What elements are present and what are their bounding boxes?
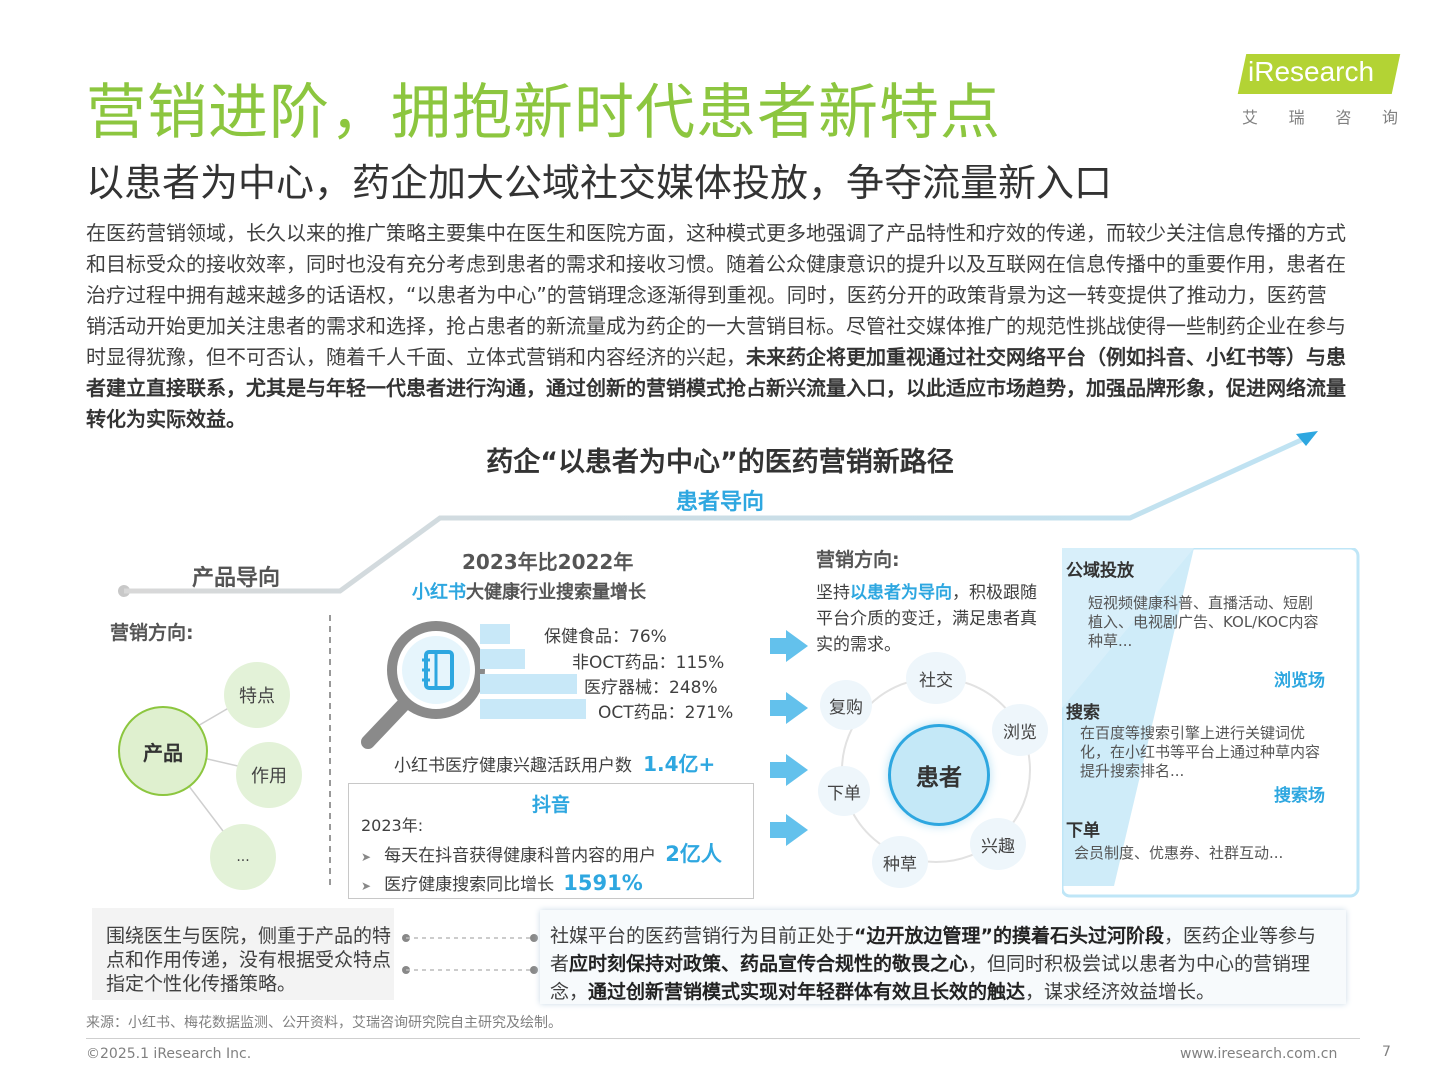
xhs-brand: 小红书 — [412, 582, 466, 603]
summary-text: ，但同时积极尝试以患者为中心的营销理念， — [550, 953, 1311, 1003]
growth-bar-label: 医疗器械：248% — [584, 678, 718, 698]
panel-section-text: 在百度等搜索引擎上进行关键词优化，在小红书等平台上通过种草内容提升搜索排名... — [1080, 724, 1321, 780]
douyin-item: ➤ 医疗健康搜索同比增长 1591% — [361, 870, 643, 895]
magnifier-icon — [361, 621, 485, 749]
triangle-bullet-icon: ➤ — [361, 850, 372, 864]
page-subtitle: 以患者为中心，药企加大公域社交媒体投放，争夺流量新入口 — [86, 161, 1113, 205]
intro-normal: 在医药营销领域，长久以来的推广策略主要集中在医生和医院方面，这种模式更多地强调了… — [86, 221, 1346, 369]
panel-section-title: 搜索 — [1066, 703, 1100, 723]
order-node: 下单 — [818, 766, 870, 816]
more-node: ... — [210, 824, 276, 890]
summary-text: 社媒平台的医药营销行为目前正处于 — [550, 925, 855, 947]
intro-paragraph: 在医药营销领域，长久以来的推广策略主要集中在医生和医院方面，这种模式更多地强调了… — [86, 218, 1346, 435]
page-number: 7 — [1382, 1044, 1391, 1060]
summary-text: ，医药企业等参与者 — [550, 925, 1317, 975]
douyin-item-label: 每天在抖音获得健康科普内容的用户 — [384, 846, 657, 866]
interest-node: 兴趣 — [970, 818, 1026, 870]
intro-bold: 未来药企将更加重视通过社交网络平台（例如抖音、小红书等）与患者建立直接联系，尤其… — [86, 345, 1346, 431]
logo-cn-char: 艾 — [1242, 108, 1259, 127]
panel-section-text: 会员制度、优惠券、社群互动... — [1074, 844, 1284, 862]
growth-bar-label: OCT药品：271% — [598, 703, 734, 723]
panel-section-text: 短视频健康科普、直播活动、短剧植入、电视剧广告、KOL/KOC内容种草... — [1088, 594, 1319, 650]
repurchase-node: 复购 — [820, 680, 872, 730]
funnel-shape — [1062, 548, 1360, 898]
douyin-item-value: 2亿人 — [665, 842, 722, 866]
feature-node: 特点 — [224, 662, 290, 728]
growth-bar — [480, 624, 510, 644]
right-marketing-direction: 营销方向: — [816, 549, 900, 571]
growth-bar — [480, 699, 586, 719]
logo-text: iResearch — [1248, 56, 1375, 87]
copyright: ©2025.1 iResearch Inc. — [86, 1046, 252, 1062]
effect-node: 作用 — [236, 742, 302, 808]
product-node: 产品 — [118, 706, 208, 796]
douyin-year: 2023年: — [361, 816, 424, 835]
right-direction-desc: 坚持以患者为导向，积极跟随平台介质的变迁，满足患者真实的需求。 — [816, 580, 1038, 658]
product-oriented-summary: 围绕医生与医院，侧重于产品的特点和作用传递，没有根据受众特点指定个性化传播策略。 — [92, 908, 394, 1000]
browse-node: 浏览 — [992, 704, 1048, 756]
footer-divider — [86, 1038, 1360, 1039]
logo-cn-char: 咨 — [1335, 108, 1352, 127]
browse-field-tag: 浏览场 — [1274, 671, 1325, 691]
summary-bold: “边开放边管理”的摸着石头过河阶段 — [854, 925, 1164, 947]
panel-section-title: 下单 — [1066, 821, 1100, 841]
xhs-users-label: 小红书医疗健康兴趣活跃用户数 — [394, 756, 632, 776]
xhs-chart-title: 小红书大健康行业搜索量增长 — [412, 578, 646, 604]
seed-node: 种草 — [872, 836, 928, 888]
logo-cn-char: 瑞 — [1288, 108, 1305, 127]
social-node: 社交 — [906, 652, 966, 704]
iresearch-logo: iResearch 艾 瑞 咨 询 — [1237, 46, 1401, 128]
desc-highlight: 以患者为导向 — [850, 583, 952, 603]
summary-bold: 通过创新营销模式实现对年轻群体有效且长效的触达 — [588, 981, 1026, 1003]
xhs-title-rest: 大健康行业搜索量增长 — [466, 582, 646, 603]
xhs-users-value: 1.4亿+ — [643, 752, 716, 776]
panel-section-title: 公域投放 — [1066, 561, 1134, 581]
growth-bar-label: 保健食品：76% — [544, 627, 667, 647]
page-title: 营销进阶，拥抱新时代患者新特点 — [86, 78, 1001, 148]
growth-bar-label: 非OCT药品：115% — [572, 653, 725, 673]
desc-post: ，积极跟随平台介质的变迁，满足患者真实的需求。 — [816, 583, 1037, 655]
left-marketing-direction: 营销方向: — [110, 622, 194, 644]
summary-text: ，谋求经济效益增长。 — [1025, 981, 1216, 1003]
website-link[interactable]: www.iresearch.com.cn — [1180, 1046, 1338, 1062]
growth-bar — [480, 674, 577, 694]
source-note: 来源：小红书、梅花数据监测、公开资料，艾瑞咨询研究院自主研究及绘制。 — [86, 1015, 562, 1031]
desc-pre: 坚持 — [816, 583, 850, 603]
patient-orientation-label: 患者导向 — [675, 490, 764, 515]
search-field-tag: 搜索场 — [1274, 786, 1325, 806]
patient-oriented-summary: 社媒平台的医药营销行为目前正处于“边开放边管理”的摸着石头过河阶段，医药企业等参… — [540, 910, 1346, 1004]
patient-node: 患者 — [888, 724, 990, 826]
growth-bar — [480, 649, 525, 669]
summary-bold: 应时刻保持对政策、药品宣传合规性的敬畏之心 — [569, 953, 969, 975]
logo-cn-char: 询 — [1381, 108, 1398, 127]
product-orientation-label: 产品导向 — [192, 566, 281, 591]
douyin-item: ➤ 每天在抖音获得健康科普内容的用户 2亿人 — [361, 838, 722, 868]
douyin-item-label: 医疗健康搜索同比增长 — [384, 875, 555, 895]
douyin-item-value: 1591% — [563, 871, 643, 895]
douyin-title: 抖音 — [531, 794, 570, 816]
triangle-bullet-icon: ➤ — [361, 879, 372, 893]
channel-panel: 公域投放 短视频健康科普、直播活动、短剧植入、电视剧广告、KOL/KOC内容种草… — [1062, 548, 1360, 898]
diagram-title: 药企“以患者为中心”的医药营销新路径 — [486, 447, 954, 478]
douyin-box: 抖音 2023年: ➤ 每天在抖音获得健康科普内容的用户 2亿人 ➤ 医疗健康搜… — [348, 783, 754, 899]
xhs-users-line: 小红书医疗健康兴趣活跃用户数 1.4亿+ — [394, 748, 715, 777]
year-compare-label: 2023年比2022年 — [462, 550, 634, 574]
